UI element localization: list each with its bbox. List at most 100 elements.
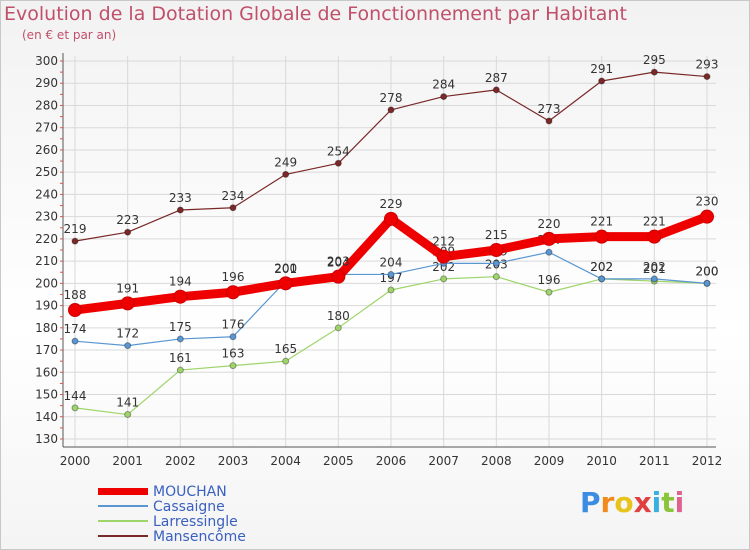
- data-label-cassaigne-2002: 175: [169, 320, 192, 334]
- data-point-cassaigne-2009: [545, 248, 553, 256]
- data-point-larressingle-2009: [545, 288, 553, 296]
- data-label-mouchan-2001: 191: [116, 281, 139, 295]
- data-label-mansencôme-2012: 293: [696, 58, 719, 72]
- data-point-mouchan-2010: [594, 229, 609, 244]
- data-point-mouchan-2000: [68, 303, 82, 318]
- x-tick-label: 2009: [534, 454, 565, 468]
- data-point-mouchan-2005: [331, 269, 346, 284]
- x-tick-label: 2002: [165, 454, 196, 468]
- legend-label: Mansencôme: [153, 529, 246, 545]
- legend-item-cassaigne: Cassaigne: [98, 500, 246, 515]
- data-label-mouchan-2005: 203: [327, 255, 350, 269]
- x-tick-label: 2011: [639, 454, 670, 468]
- data-point-larressingle-2001: [124, 411, 132, 419]
- data-point-cassaigne-2003: [229, 333, 237, 341]
- logo-letter: o: [614, 486, 634, 519]
- data-point-mansencôme-2007: [440, 93, 448, 101]
- y-tick-label: 290: [35, 76, 58, 90]
- data-point-mouchan-2006: [384, 211, 398, 226]
- data-label-larressingle-2009: 196: [538, 273, 561, 287]
- data-label-larressingle-2004: 165: [274, 342, 297, 356]
- data-label-mansencôme-2010: 291: [590, 62, 613, 76]
- data-point-mouchan-2004: [278, 276, 293, 291]
- data-point-mansencôme-2005: [334, 159, 342, 167]
- y-tick-label: 220: [35, 232, 58, 246]
- data-label-larressingle-2001: 141: [116, 396, 139, 410]
- data-point-cassaigne-2010: [598, 275, 606, 283]
- data-label-larressingle-2002: 161: [169, 351, 192, 365]
- data-point-cassaigne-2011: [650, 275, 658, 283]
- data-label-larressingle-2012: 200: [696, 264, 719, 278]
- x-tick-label: 2005: [323, 454, 354, 468]
- data-label-mouchan-2010: 221: [590, 215, 613, 229]
- data-point-larressingle-2007: [440, 275, 448, 283]
- y-tick-label: 180: [35, 321, 58, 335]
- data-label-cassaigne-2010: 202: [590, 260, 613, 274]
- data-label-cassaigne-2003: 176: [222, 318, 245, 332]
- proxiti-logo: Proxiti: [580, 486, 684, 519]
- data-point-mansencôme-2001: [124, 228, 132, 236]
- legend-item-mouchan: MOUCHAN: [98, 485, 246, 500]
- data-point-mouchan-2007: [436, 249, 451, 264]
- data-label-mansencôme-2001: 223: [116, 213, 139, 227]
- legend-swatch: [98, 535, 148, 537]
- x-tick-label: 2000: [60, 454, 91, 468]
- data-point-cassaigne-2008: [492, 259, 500, 267]
- data-label-mansencôme-2008: 287: [485, 71, 508, 85]
- legend-label: Cassaigne: [153, 499, 225, 515]
- data-label-mansencôme-2000: 219: [64, 222, 87, 236]
- data-point-mansencôme-2012: [703, 73, 711, 81]
- legend-swatch: [98, 505, 148, 507]
- legend-item-mansencôme: Mansencôme: [98, 530, 246, 545]
- data-point-mansencôme-2006: [387, 106, 395, 114]
- data-point-larressingle-2002: [176, 366, 184, 374]
- data-label-larressingle-2005: 180: [327, 309, 350, 323]
- legend-label: MOUCHAN: [153, 484, 227, 500]
- data-point-cassaigne-2000: [71, 337, 79, 345]
- data-label-cassaigne-2004: 201: [274, 262, 297, 276]
- data-label-mouchan-2008: 215: [485, 228, 508, 242]
- data-point-mansencôme-2002: [176, 206, 184, 214]
- logo-letter: i: [674, 486, 685, 519]
- data-point-mouchan-2008: [489, 243, 504, 257]
- chart-subtitle: (en € et par an): [22, 28, 117, 42]
- x-tick-label: 2008: [481, 454, 512, 468]
- data-point-larressingle-2008: [492, 273, 500, 281]
- y-tick-label: 240: [35, 187, 58, 201]
- x-tick-label: 2010: [586, 454, 617, 468]
- y-tick-label: 300: [35, 54, 58, 68]
- data-label-mansencôme-2011: 295: [643, 53, 666, 67]
- data-point-larressingle-2006: [387, 286, 395, 294]
- y-tick-label: 200: [35, 276, 58, 290]
- data-point-cassaigne-2006: [387, 270, 395, 278]
- y-tick-label: 210: [35, 254, 58, 268]
- x-tick-label: 2006: [376, 454, 407, 468]
- logo-letter: r: [600, 486, 615, 519]
- y-tick-label: 160: [35, 365, 58, 379]
- data-label-mansencôme-2006: 278: [380, 91, 403, 105]
- legend-swatch: [98, 487, 148, 495]
- data-point-mouchan-2002: [173, 289, 188, 304]
- legend-item-larressingle: Larressingle: [98, 515, 246, 530]
- data-point-larressingle-2000: [71, 404, 79, 412]
- x-tick-label: 2012: [692, 454, 723, 468]
- y-tick-label: 280: [35, 98, 58, 112]
- data-label-larressingle-2000: 144: [64, 389, 87, 403]
- data-label-mansencôme-2007: 284: [432, 78, 455, 92]
- data-label-cassaigne-2006: 204: [380, 255, 403, 269]
- y-tick-label: 250: [35, 165, 58, 179]
- data-label-mouchan-2000: 188: [64, 288, 87, 302]
- legend-swatch: [98, 520, 148, 522]
- data-label-cassaigne-2000: 174: [64, 322, 87, 336]
- data-point-mouchan-2012: [700, 209, 714, 224]
- data-point-cassaigne-2012: [703, 279, 711, 287]
- data-point-mansencôme-2010: [598, 77, 606, 85]
- data-label-mouchan-2002: 194: [169, 275, 192, 289]
- y-tick-label: 270: [35, 121, 58, 135]
- x-tick-label: 2001: [112, 454, 143, 468]
- data-label-mouchan-2009: 220: [538, 217, 561, 231]
- x-tick-label: 2004: [270, 454, 301, 468]
- data-label-cassaigne-2011: 202: [643, 260, 666, 274]
- logo-letter: P: [580, 486, 601, 519]
